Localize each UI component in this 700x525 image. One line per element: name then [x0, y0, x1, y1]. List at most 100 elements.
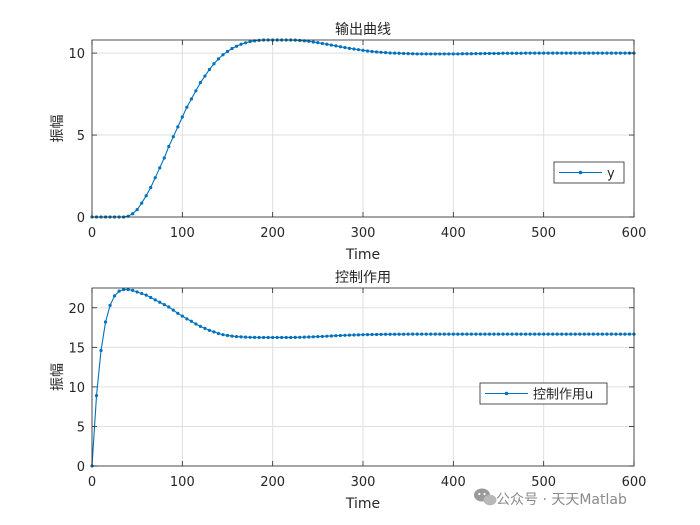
y-axis-label: 振幅	[50, 363, 66, 391]
data-point	[365, 333, 370, 337]
data-point	[140, 291, 144, 296]
data-point	[234, 44, 239, 48]
watermark-text: 公众号 · 天天Matlab	[496, 492, 627, 508]
x-tick-label: 200	[260, 475, 285, 490]
data-point	[180, 115, 184, 119]
data-point	[149, 295, 153, 300]
data-point	[302, 335, 306, 339]
data-point	[383, 51, 388, 55]
data-point	[393, 332, 397, 336]
y-tick-label: 20	[68, 302, 85, 317]
data-point	[609, 332, 614, 336]
data-point	[361, 48, 365, 52]
data-point	[221, 333, 225, 337]
data-point	[329, 43, 333, 47]
data-point	[546, 332, 550, 336]
x-tick-label: 400	[441, 475, 466, 490]
data-point	[469, 332, 473, 336]
data-point	[587, 51, 591, 55]
data-point	[230, 334, 234, 338]
data-point	[338, 333, 343, 338]
data-point	[243, 41, 248, 45]
data-point	[582, 51, 586, 55]
data-point	[320, 41, 324, 46]
data-point	[397, 332, 401, 336]
data-point	[591, 51, 595, 55]
data-point	[189, 97, 193, 101]
data-point	[560, 332, 564, 336]
data-point	[311, 335, 315, 339]
y-tick-label: 5	[77, 129, 85, 144]
x-tick-label: 0	[88, 475, 96, 490]
data-point	[343, 45, 347, 50]
data-point	[352, 47, 356, 51]
data-point	[451, 52, 455, 56]
x-tick-label: 300	[351, 475, 376, 490]
data-point	[573, 332, 577, 336]
data-point	[551, 332, 555, 336]
data-point	[519, 51, 523, 55]
data-point	[551, 51, 555, 55]
data-point	[144, 194, 148, 198]
x-axis-label: Time	[345, 496, 380, 512]
data-point	[569, 51, 573, 55]
data-point	[234, 334, 239, 339]
data-point	[510, 51, 514, 55]
data-point	[194, 89, 198, 93]
data-point	[478, 332, 483, 336]
data-point	[212, 62, 216, 66]
data-point	[298, 38, 302, 43]
data-point	[474, 52, 478, 56]
data-point	[347, 333, 352, 337]
data-point	[185, 105, 189, 109]
data-point	[447, 332, 451, 336]
data-point	[316, 334, 320, 339]
data-point	[365, 49, 370, 53]
data-point	[519, 332, 523, 336]
data-point	[618, 332, 623, 336]
data-point	[347, 46, 352, 50]
data-point	[537, 51, 541, 55]
data-point	[248, 335, 252, 339]
data-point	[514, 332, 519, 336]
data-point	[555, 51, 559, 55]
data-point	[167, 144, 171, 149]
y-tick-label: 10	[68, 47, 85, 62]
data-point	[465, 332, 469, 336]
x-tick-label: 500	[531, 475, 556, 490]
y-tick-label: 5	[77, 420, 85, 435]
data-point	[149, 185, 153, 190]
y-tick-label: 15	[68, 341, 85, 356]
x-tick-label: 400	[441, 226, 466, 241]
data-point	[207, 67, 212, 72]
data-point	[415, 332, 419, 336]
data-point	[411, 52, 415, 56]
data-point	[289, 335, 293, 340]
data-point	[131, 288, 135, 292]
data-point	[492, 332, 496, 336]
data-point	[600, 51, 604, 55]
data-point	[474, 332, 478, 336]
data-point	[429, 52, 433, 56]
data-point	[496, 51, 501, 56]
data-point	[275, 335, 279, 340]
data-point	[627, 332, 632, 336]
data-point	[587, 332, 591, 336]
data-point	[117, 289, 121, 293]
data-point	[578, 332, 582, 336]
data-point	[483, 51, 487, 56]
data-point	[388, 332, 392, 336]
data-point	[492, 51, 496, 56]
data-point	[442, 52, 446, 56]
data-point	[393, 51, 397, 55]
data-point	[135, 208, 139, 212]
data-point	[271, 335, 275, 340]
data-point	[108, 303, 112, 307]
data-point	[225, 49, 230, 54]
x-tick-label: 200	[260, 226, 285, 241]
data-point	[216, 331, 221, 336]
data-point	[614, 332, 618, 336]
chart-title: 控制作用	[335, 270, 391, 286]
wechat-icon	[474, 488, 497, 506]
